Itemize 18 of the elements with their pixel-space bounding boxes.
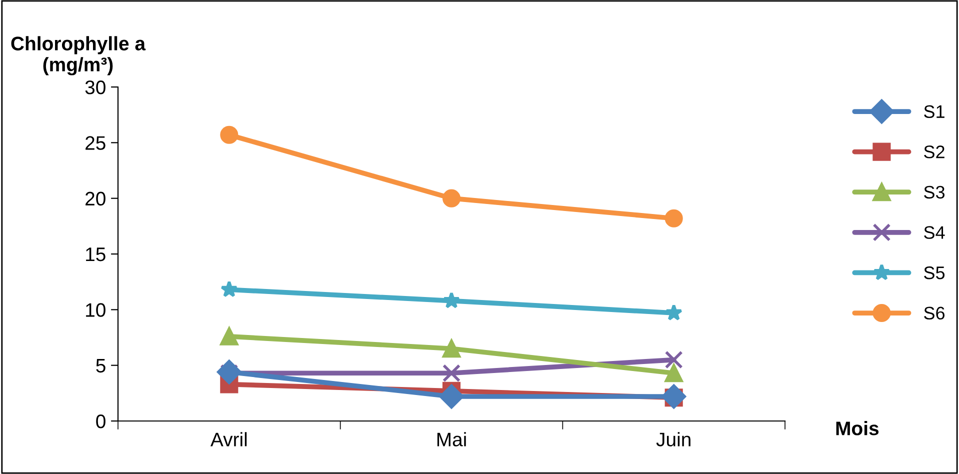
- y-axis-title: Chlorophylle a (mg/m³): [11, 36, 146, 76]
- x-tick-label: Mai: [437, 432, 466, 446]
- legend-label: S1: [924, 105, 944, 118]
- y-tick-label: 20: [86, 192, 106, 206]
- legend-label: S6: [924, 306, 945, 320]
- legend-label: S4: [924, 226, 945, 239]
- x-axis-title: Mois: [836, 421, 879, 436]
- y-tick-label: 25: [86, 136, 106, 150]
- y-tick-label: 10: [86, 303, 106, 317]
- legend-label: S5: [924, 266, 945, 280]
- y-tick-label: 5: [96, 359, 106, 373]
- y-tick-label: 0: [96, 414, 106, 428]
- legend-label: S3: [924, 186, 945, 199]
- x-tick-label: Avril: [210, 432, 247, 446]
- y-tick-label: 30: [85, 80, 106, 94]
- legend-label: S2: [924, 146, 944, 158]
- y-tick-label: 15: [86, 248, 106, 262]
- x-tick-label: Juin: [656, 432, 690, 446]
